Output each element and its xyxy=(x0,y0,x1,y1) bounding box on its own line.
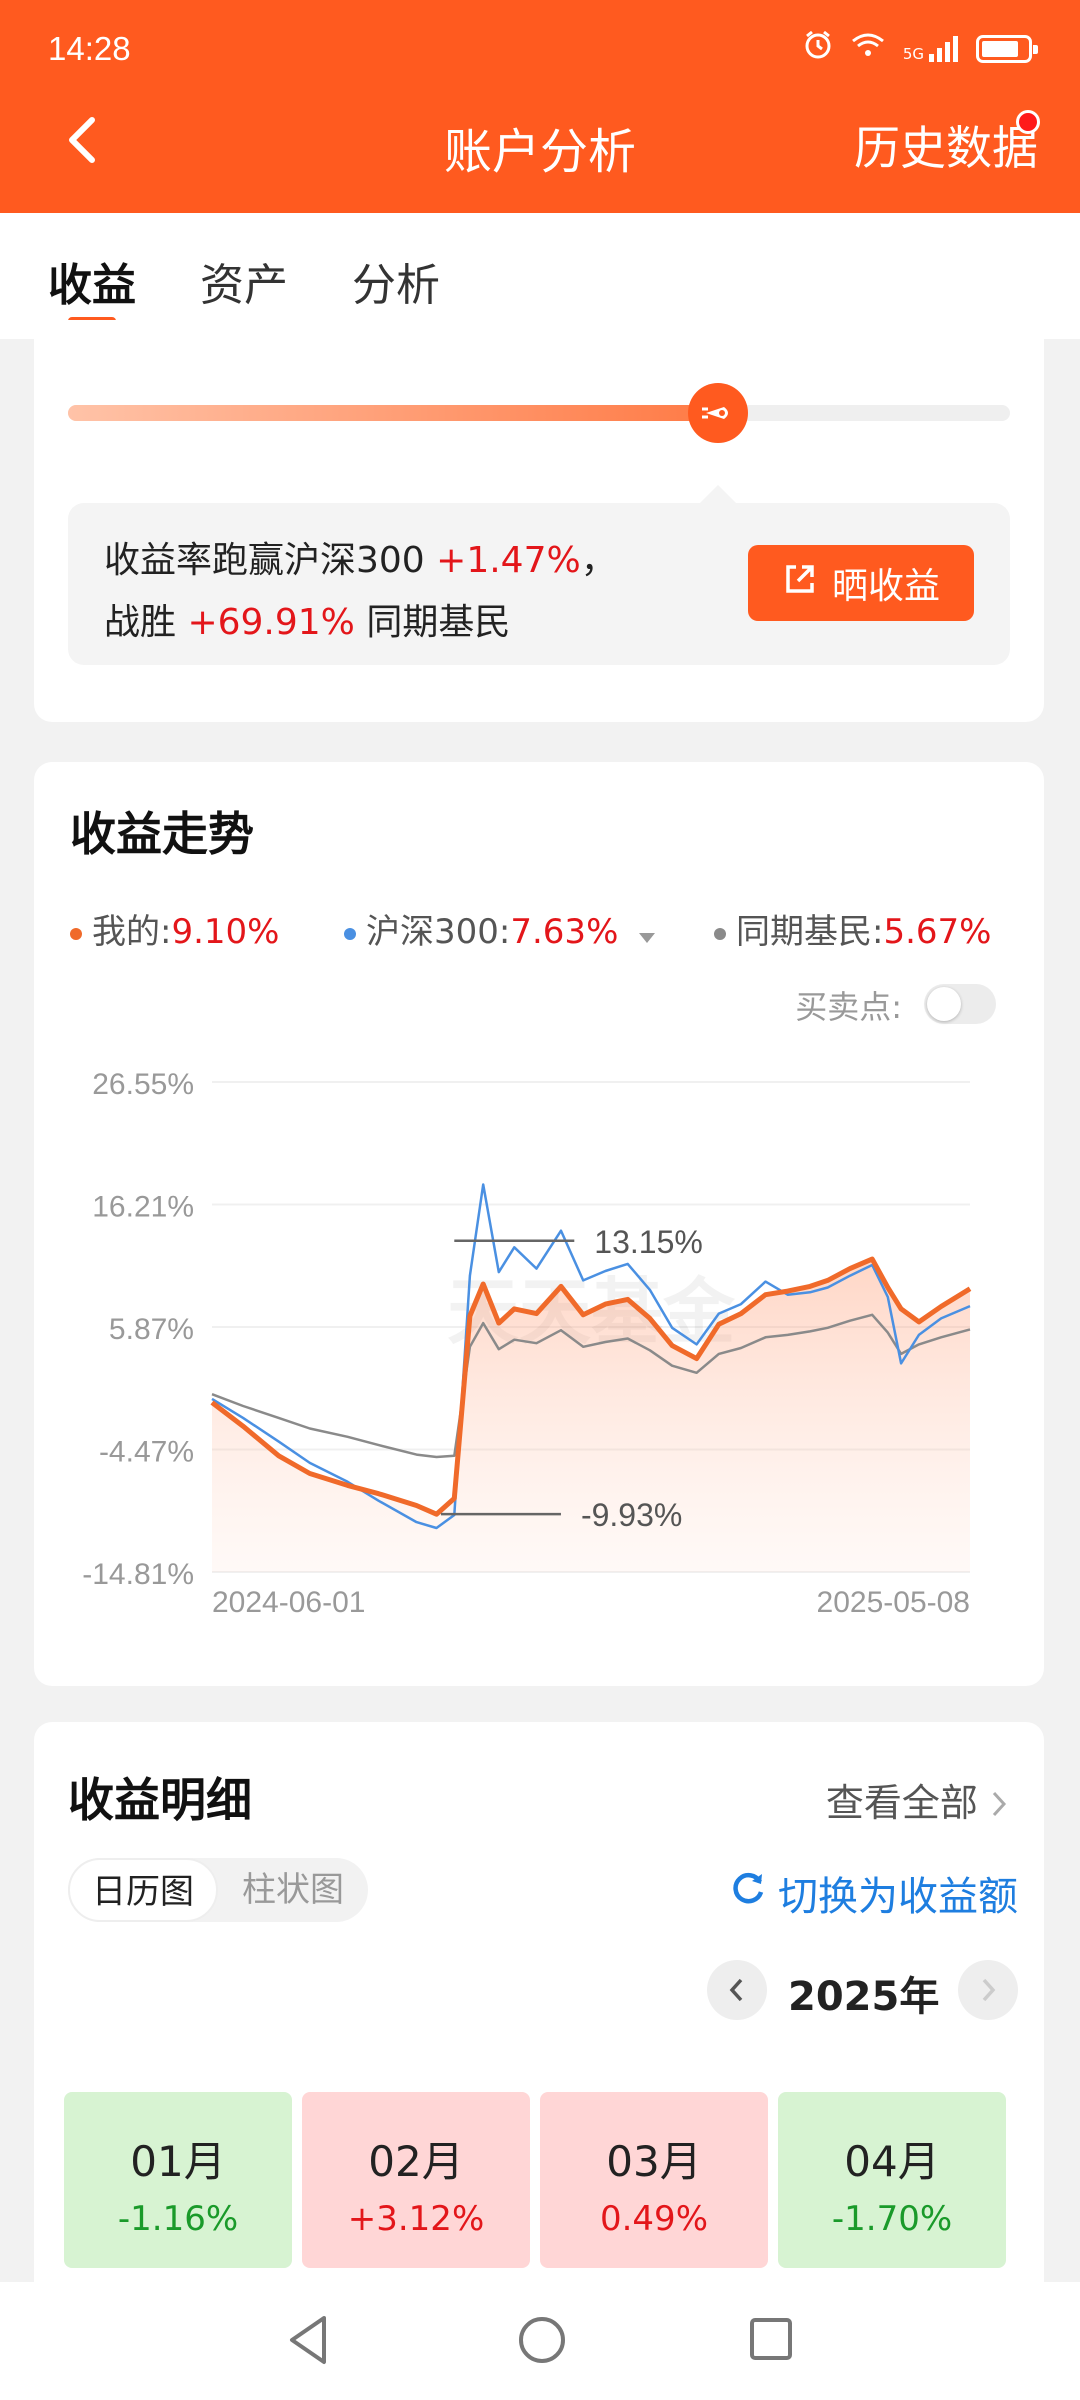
beat-index-label: 收益率跑赢沪深300 xyxy=(104,540,437,581)
month-value: -1.16% xyxy=(117,2199,239,2239)
chevron-right-icon xyxy=(982,1978,996,2002)
segment-calendar[interactable]: 日历图 xyxy=(68,1858,218,1922)
series-line-peers xyxy=(211,1313,971,1459)
y-tick-label: 16.21% xyxy=(92,1191,194,1224)
tab-bar: 收益 资产 分析 xyxy=(0,213,1080,339)
y-tick-label: 5.87% xyxy=(109,1313,194,1346)
legend-peers-label: 同期基民: xyxy=(736,912,884,952)
tab-earnings[interactable]: 收益 xyxy=(48,260,136,311)
rank-card: 收益率跑赢沪深300 +1.47%， 战胜 +69.91% 同期基民 晒收益 xyxy=(34,320,1044,722)
series-area-mine xyxy=(212,1259,970,1572)
nav-home-icon[interactable] xyxy=(514,2312,570,2372)
wifi-icon xyxy=(851,31,885,66)
beat-index-suffix: ， xyxy=(580,540,617,581)
beat-peers-value: +69.91% xyxy=(187,602,355,643)
view-mode-segmented: 日历图 柱状图 xyxy=(68,1858,368,1922)
notification-dot xyxy=(1016,110,1040,134)
legend-mine-dot xyxy=(70,927,82,940)
legend-mine: 我的:9.10% xyxy=(70,904,279,953)
detail-title: 收益明细 xyxy=(68,1773,252,1827)
signal-icon: 5G xyxy=(902,35,958,63)
chevron-left-icon xyxy=(729,1978,743,2002)
legend-peers: 同期基民:5.67% xyxy=(714,904,991,953)
nav-back-icon[interactable] xyxy=(284,2312,334,2372)
refresh-icon xyxy=(728,1868,768,1918)
trend-title: 收益走势 xyxy=(70,807,254,861)
series-line-csi300 xyxy=(211,1183,971,1530)
battery-icon xyxy=(976,34,1038,63)
month-value: -1.70% xyxy=(831,2199,953,2239)
legend-csi300[interactable]: 沪深300:7.63% xyxy=(344,904,657,954)
month-cell-03[interactable]: 03月 0.49% xyxy=(540,2092,768,2268)
status-time: 14:28 xyxy=(48,30,131,67)
legend-csi300-label: 沪深300: xyxy=(366,912,511,952)
beat-index-text: 收益率跑赢沪深300 +1.47%， xyxy=(104,531,617,583)
trade-points-toggle[interactable] xyxy=(924,984,996,1024)
beat-index-value: +1.47% xyxy=(436,540,581,581)
network-type: 5G xyxy=(902,44,924,63)
earnings-detail-card: 收益明细 查看全部 日历图 柱状图 切换为收益额 2025年 01月 -1.16… xyxy=(34,1722,1044,2322)
month-label: 01月 xyxy=(130,2137,226,2186)
back-button[interactable] xyxy=(62,110,102,170)
y-tick-label: -4.47% xyxy=(99,1436,194,1469)
share-earnings-button[interactable]: 晒收益 xyxy=(748,545,974,621)
rank-summary-bubble: 收益率跑赢沪深300 +1.47%， 战胜 +69.91% 同期基民 晒收益 xyxy=(68,485,1010,665)
switch-to-amount-label: 切换为收益额 xyxy=(778,1874,1018,1920)
y-tick-label: 26.55% xyxy=(92,1068,194,1101)
system-nav-bar xyxy=(0,2282,1080,2400)
chevron-right-icon xyxy=(990,1784,1008,1828)
month-value: +3.12% xyxy=(347,2199,485,2239)
status-icons: 5G xyxy=(803,30,1038,67)
share-icon xyxy=(782,561,818,606)
alarm-icon xyxy=(803,30,833,67)
y-tick-label: -14.81% xyxy=(82,1558,194,1591)
x-tick-label: 2024-06-01 xyxy=(212,1586,365,1619)
next-year-button[interactable] xyxy=(958,1960,1018,2020)
year-label: 2025年 xyxy=(788,1974,940,2020)
month-cell-02[interactable]: 02月 +3.12% xyxy=(302,2092,530,2268)
trend-card: 收益走势 我的:9.10% 沪深300:7.63% 同期基民:5.67% 买卖点… xyxy=(34,762,1044,1686)
annotation-label: 13.15% xyxy=(594,1224,703,1260)
view-all-label: 查看全部 xyxy=(825,1781,978,1825)
rocket-icon xyxy=(687,383,748,443)
legend-mine-label: 我的: xyxy=(92,912,172,952)
tab-assets[interactable]: 资产 xyxy=(200,260,288,311)
legend-peers-value: 5.67% xyxy=(883,912,992,952)
legend-csi300-dot xyxy=(344,927,356,940)
trade-points-label: 买卖点: xyxy=(795,988,902,1026)
month-value: 0.49% xyxy=(599,2199,708,2239)
segment-bar-chart[interactable]: 柱状图 xyxy=(242,1870,344,1910)
x-tick-label: 2025-05-08 xyxy=(817,1586,970,1619)
legend-peers-dot xyxy=(714,927,726,940)
tab-analysis[interactable]: 分析 xyxy=(352,260,440,311)
month-label: 03月 xyxy=(606,2137,702,2186)
page-title: 账户分析 xyxy=(443,124,636,180)
switch-to-amount-button[interactable]: 切换为收益额 xyxy=(728,1864,1018,1922)
history-data-link[interactable]: 历史数据 xyxy=(854,121,1038,175)
dropdown-caret-icon[interactable] xyxy=(637,914,657,954)
series-line-mine xyxy=(210,1256,972,1517)
legend-csi300-value: 7.63% xyxy=(510,912,619,952)
app-header: 14:28 5G 账户分析 历史数据 xyxy=(0,0,1080,213)
month-cell-04[interactable]: 04月 -1.70% xyxy=(778,2092,1006,2268)
month-cell-01[interactable]: 01月 -1.16% xyxy=(64,2092,292,2268)
legend-mine-value: 9.10% xyxy=(171,912,280,952)
share-button-label: 晒收益 xyxy=(831,566,940,607)
earnings-trend-chart[interactable]: 26.55% 16.21% 5.87% -4.47% -14.81% 2024-06-01… xyxy=(34,762,1044,1686)
beat-peers-text: 战胜 +69.91% 同期基民 xyxy=(104,593,510,645)
rank-progress-fill xyxy=(68,405,718,421)
previous-year-button[interactable] xyxy=(707,1960,767,2020)
view-all-link[interactable]: 查看全部 xyxy=(826,1772,1008,1828)
annotation-label: -9.93% xyxy=(581,1497,682,1533)
month-label: 04月 xyxy=(844,2137,940,2186)
month-label: 02月 xyxy=(368,2137,464,2186)
beat-peers-label: 战胜 xyxy=(104,602,188,643)
nav-recents-icon[interactable] xyxy=(746,2312,796,2372)
toggle-knob xyxy=(927,987,961,1021)
rank-progress-bar xyxy=(68,383,1010,443)
beat-peers-suffix: 同期基民 xyxy=(354,602,511,643)
